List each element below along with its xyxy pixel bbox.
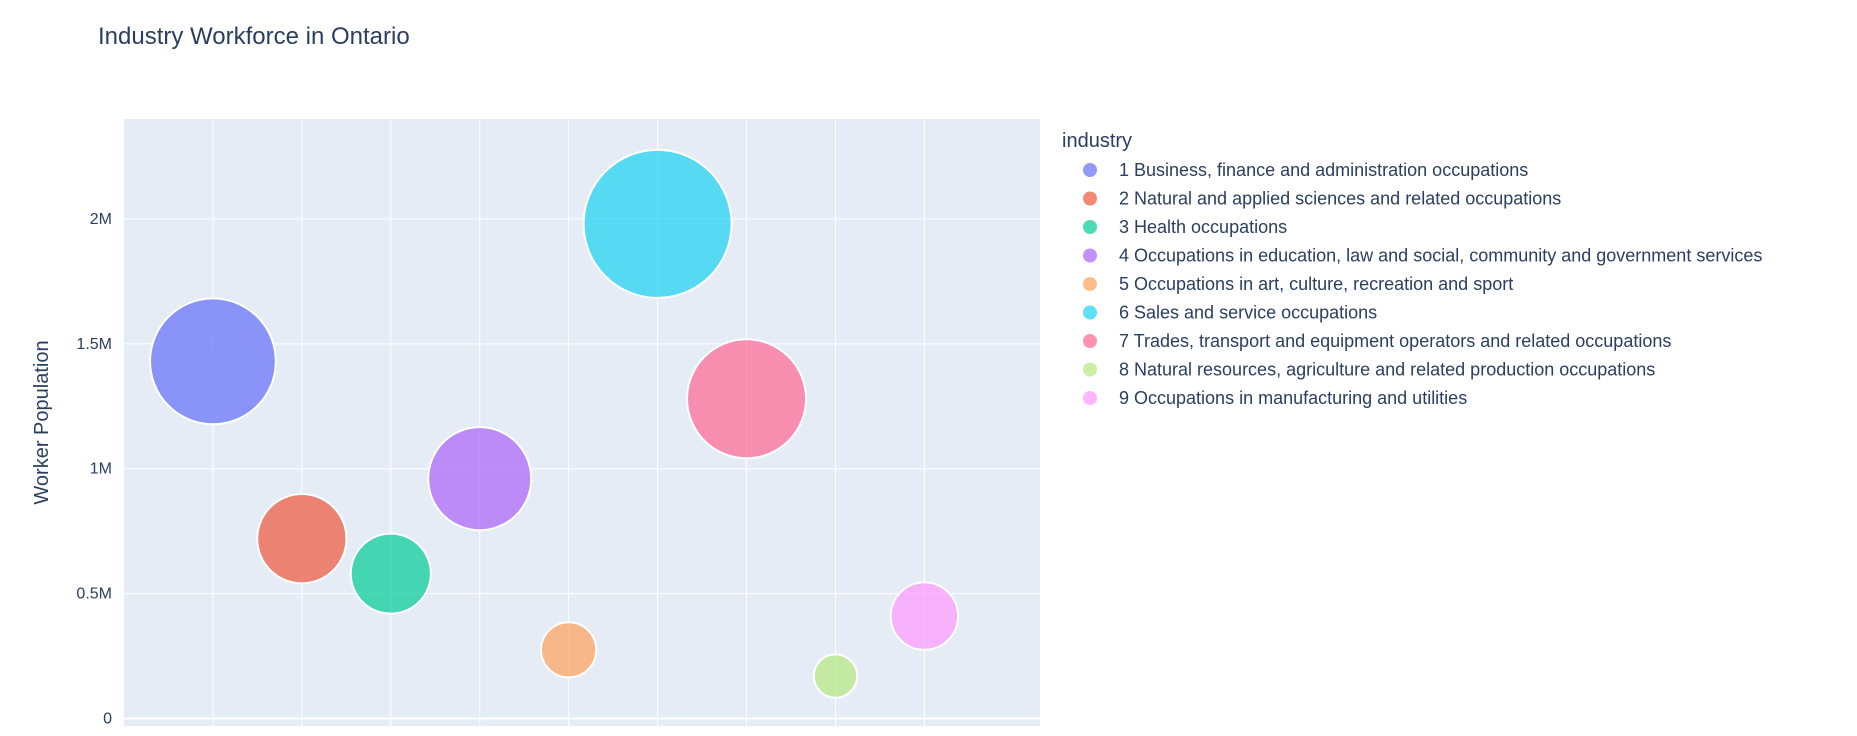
legend-item-label: 5 Occupations in art, culture, recreatio… (1119, 274, 1513, 294)
legend-marker (1083, 248, 1097, 263)
legend-item-label: 2 Natural and applied sciences and relat… (1119, 189, 1561, 209)
legend-item-label: 9 Occupations in manufacturing and utili… (1119, 388, 1467, 408)
legend-marker (1083, 362, 1097, 377)
bubble-9 (889, 581, 960, 651)
bubble-2 (256, 493, 348, 585)
legend-item-label: 3 Health occupations (1119, 217, 1287, 237)
legend-item-label: 8 Natural resources, agriculture and rel… (1119, 360, 1655, 380)
legend-item-label: 1 Business, finance and administration o… (1119, 160, 1528, 180)
legend-item-label: 7 Trades, transport and equipment operat… (1119, 331, 1671, 351)
legend-marker (1083, 191, 1097, 206)
bubble-3 (349, 532, 432, 615)
y-tick-label: 1.5M (76, 336, 112, 353)
legend-marker (1083, 277, 1097, 291)
legend-item-label: 4 Occupations in education, law and soci… (1119, 246, 1762, 266)
y-tick-label: 1M (90, 461, 112, 478)
bubble-1 (149, 297, 277, 426)
legend: industry 1 Business, finance and adminis… (1062, 130, 1762, 408)
y-tick-label: 0.5M (76, 586, 112, 603)
legend-marker (1083, 220, 1097, 234)
chart-title: Industry Workforce in Ontario (98, 23, 410, 50)
bubble-6 (582, 148, 733, 299)
legend-marker (1083, 305, 1097, 320)
y-axis-ticks: 0 0.5M 1M 1.5M 2M (76, 211, 112, 728)
y-tick-label: 0 (103, 711, 112, 728)
y-axis-label: Worker Population (31, 340, 53, 504)
legend-item-label: 6 Sales and service occupations (1119, 303, 1377, 323)
bubble-7 (686, 338, 808, 460)
bubble-4 (427, 426, 533, 532)
y-tick-label: 2M (90, 211, 112, 228)
legend-marker (1083, 163, 1097, 177)
legend-title: industry (1062, 130, 1132, 152)
bubble-8 (812, 653, 859, 699)
legend-marker (1083, 334, 1097, 348)
bubbles (149, 148, 960, 699)
legend-marker (1083, 391, 1097, 405)
bubble-5 (540, 621, 598, 679)
